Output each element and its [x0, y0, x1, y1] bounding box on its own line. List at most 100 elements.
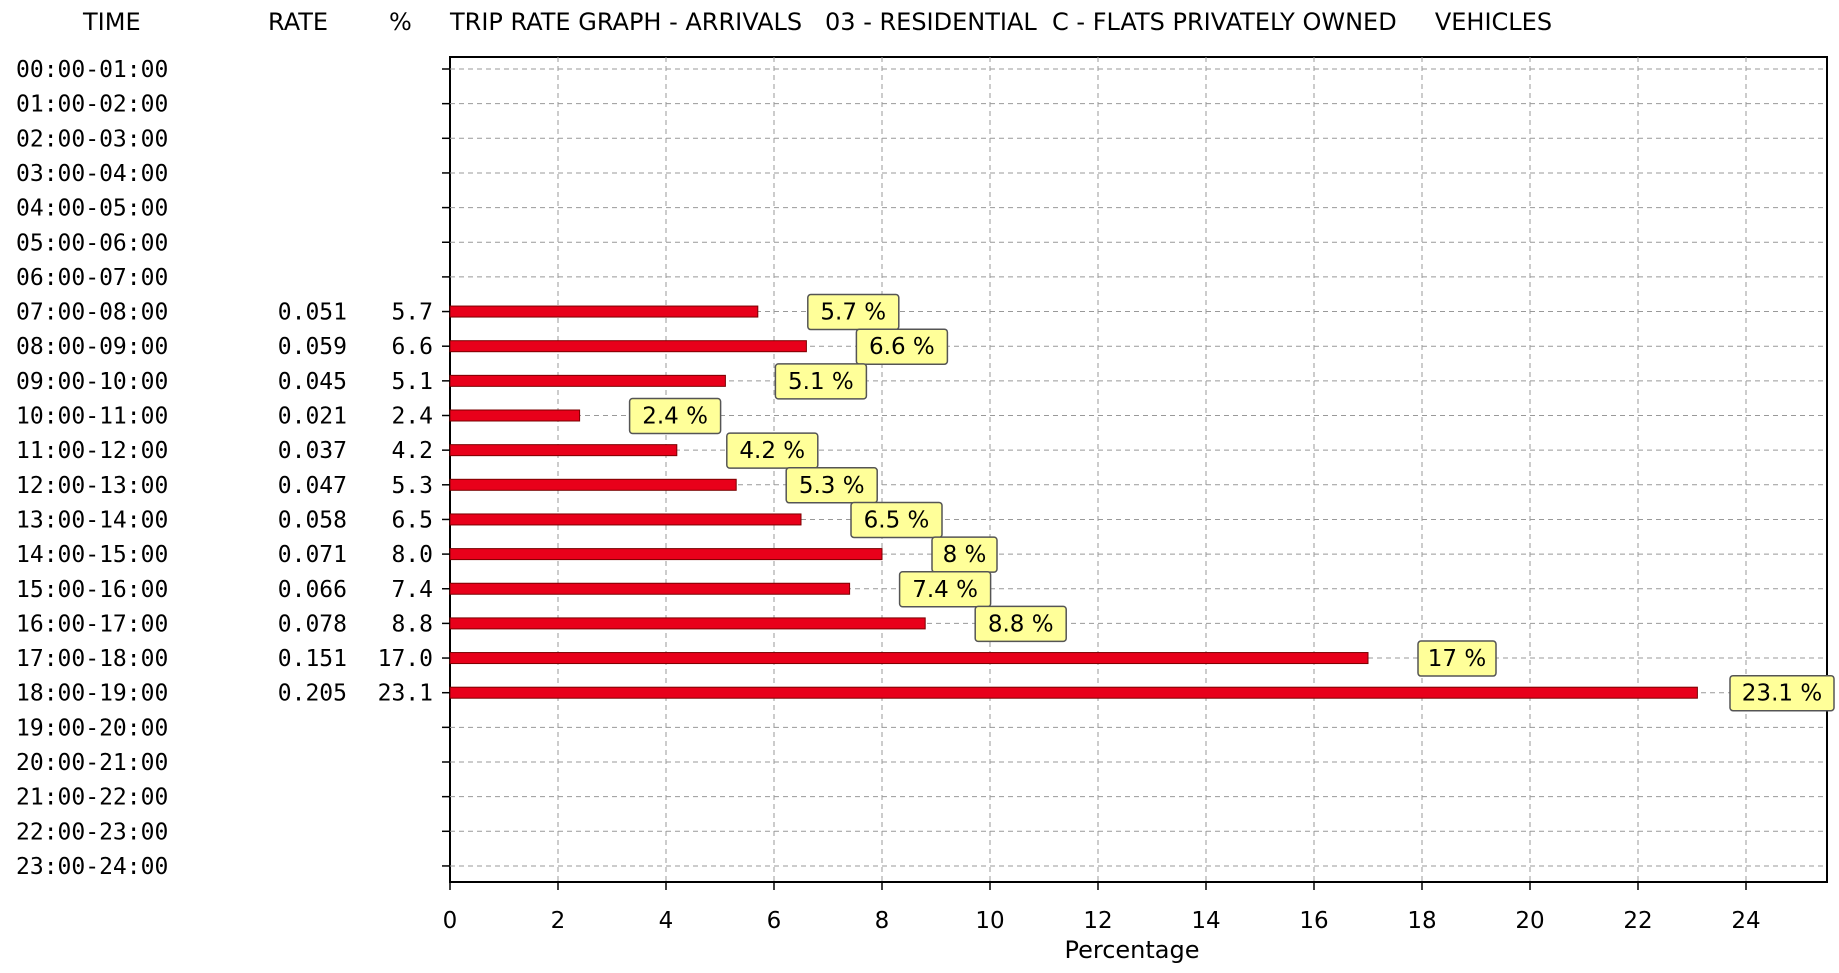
- x-axis: 0 2 4 6 8 10 12 14 16 18 20 22 24: [442, 68, 1761, 934]
- data-label-box: [1417, 640, 1497, 677]
- data-label: 8 %: [931, 536, 998, 573]
- rate-value: 0.047: [278, 473, 347, 499]
- data-label-text: 8 %: [943, 542, 987, 568]
- rate-value: 0.037: [278, 438, 347, 464]
- x-tick-label: 24: [1731, 908, 1760, 934]
- rate-value: 0.205: [278, 681, 347, 707]
- time-label: 18:00-19:00: [16, 681, 168, 707]
- data-labels: 5.7 % 6.6 % 5.1 % 2.4 % 4.2 % 5.3 % 6.5 % 8 % 7.…: [628, 293, 1835, 712]
- x-tick-label: 22: [1623, 908, 1652, 934]
- time-label: 10:00-11:00: [16, 404, 168, 430]
- bar: [449, 409, 581, 422]
- time-label: 22:00-23:00: [16, 819, 168, 845]
- time-label: 08:00-09:00: [16, 334, 168, 360]
- data-label-box: [1729, 674, 1835, 712]
- rate-column-header: RATE: [268, 8, 328, 36]
- rate-value: 0.078: [278, 611, 347, 637]
- time-label: 04:00-05:00: [16, 196, 168, 222]
- bar: [449, 652, 1369, 665]
- data-label-box: [850, 501, 943, 539]
- bar: [449, 686, 1698, 699]
- x-tick-label: 8: [875, 908, 890, 934]
- x-tick-label: 2: [551, 908, 566, 934]
- data-label-box: [898, 571, 992, 608]
- percent-value: 2.4: [391, 404, 433, 430]
- bar: [449, 444, 678, 457]
- time-label: 11:00-12:00: [16, 438, 168, 464]
- data-label-text: 6.5 %: [864, 507, 930, 533]
- time-label: 14:00-15:00: [16, 542, 168, 568]
- time-label: 02:00-03:00: [16, 126, 168, 152]
- time-column-header: TIME: [82, 8, 141, 36]
- row-labels: 00:00-01:00 01:00-02:00 02:00-03:00 03:00-0…: [16, 57, 433, 880]
- time-label: 00:00-01:00: [16, 57, 168, 83]
- percent-value: 8.0: [391, 542, 433, 568]
- bar: [449, 617, 926, 630]
- rate-value: 0.045: [278, 369, 347, 395]
- x-tick-label: 16: [1299, 908, 1328, 934]
- data-label: 6.6 %: [855, 328, 949, 365]
- data-label-text: 7.4 %: [912, 577, 978, 603]
- percent-value: 5.7: [391, 300, 433, 326]
- x-axis-label: Percentage: [1064, 936, 1199, 964]
- data-label: 23.1 %: [1729, 674, 1835, 712]
- data-label-text: 8.8 %: [988, 611, 1054, 637]
- percent-value: 17.0: [378, 646, 433, 672]
- percent-value: 5.1: [391, 369, 433, 395]
- x-tick-label: 12: [1083, 908, 1112, 934]
- data-label-text: 23.1 %: [1742, 681, 1822, 707]
- bar: [449, 582, 851, 595]
- grid: [449, 56, 1828, 883]
- time-label: 01:00-02:00: [16, 92, 168, 118]
- data-label-box: [774, 363, 868, 400]
- time-label: 12:00-13:00: [16, 473, 168, 499]
- data-label-text: 6.6 %: [869, 334, 935, 360]
- time-label: 23:00-24:00: [16, 854, 168, 880]
- x-tick-label: 4: [659, 908, 674, 934]
- data-label: 7.4 %: [898, 571, 992, 608]
- rate-value: 0.151: [278, 646, 347, 672]
- percent-value: 7.4: [391, 577, 433, 603]
- percent-value: 4.2: [391, 438, 433, 464]
- data-label-box: [628, 397, 722, 435]
- x-tick-label: 20: [1515, 908, 1544, 934]
- time-label: 17:00-18:00: [16, 646, 168, 672]
- rate-value: 0.071: [278, 542, 347, 568]
- time-label: 06:00-07:00: [16, 265, 168, 291]
- percent-value: 8.8: [391, 611, 433, 637]
- bars: [449, 305, 1698, 699]
- data-label: 17 %: [1417, 640, 1497, 677]
- time-label: 13:00-14:00: [16, 507, 168, 533]
- time-label: 19:00-20:00: [16, 715, 168, 741]
- bar: [449, 340, 807, 353]
- time-label: 21:00-22:00: [16, 785, 168, 811]
- bar: [449, 478, 737, 491]
- data-label-box: [974, 605, 1067, 643]
- bar: [449, 305, 759, 318]
- rate-value: 0.066: [278, 577, 347, 603]
- data-label: 4.2 %: [726, 432, 819, 469]
- x-tick-label: 0: [443, 908, 458, 934]
- data-label-text: 5.7 %: [820, 300, 886, 326]
- data-label-text: 17 %: [1428, 646, 1486, 672]
- time-label: 07:00-08:00: [16, 300, 168, 326]
- bar: [449, 548, 883, 561]
- data-label: 5.7 %: [807, 293, 900, 331]
- data-label: 2.4 %: [628, 397, 722, 435]
- time-label: 09:00-10:00: [16, 369, 168, 395]
- percent-value: 5.3: [391, 473, 433, 499]
- data-label-box: [785, 467, 878, 504]
- time-label: 20:00-21:00: [16, 750, 168, 776]
- rate-value: 0.059: [278, 334, 347, 360]
- time-label: 05:00-06:00: [16, 230, 168, 256]
- rate-value: 0.021: [278, 404, 347, 430]
- data-label: 5.3 %: [785, 467, 878, 504]
- x-tick-label: 10: [975, 908, 1004, 934]
- data-label-box: [726, 432, 819, 469]
- x-tick-label: 6: [767, 908, 782, 934]
- bar: [449, 513, 802, 526]
- percent-column-header: %: [389, 8, 412, 36]
- time-label: 15:00-16:00: [16, 577, 168, 603]
